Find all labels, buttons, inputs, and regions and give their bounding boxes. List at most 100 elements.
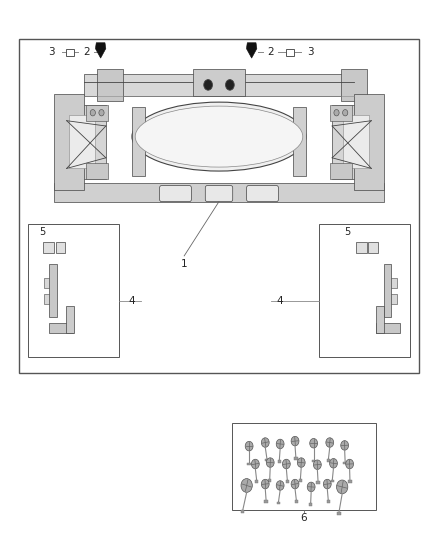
Bar [44,294,49,304]
Bar [319,224,410,357]
Bar [327,459,330,462]
Bar [66,306,74,333]
Bar [66,49,74,56]
Polygon shape [247,43,257,58]
Bar [309,503,312,506]
Circle shape [266,458,274,467]
Bar [384,264,391,317]
Bar [391,278,396,288]
Circle shape [343,110,348,116]
Bar [343,115,369,168]
Bar [312,459,315,462]
Circle shape [251,459,259,469]
Bar [295,500,298,503]
Bar [376,306,384,333]
Circle shape [245,441,253,451]
FancyBboxPatch shape [247,185,279,201]
Bar [97,69,123,101]
Bar [354,94,385,190]
Bar [53,183,385,201]
Polygon shape [95,43,106,58]
Bar [49,323,73,333]
Bar [53,94,84,190]
FancyBboxPatch shape [205,185,233,201]
Text: 2: 2 [83,47,89,56]
Circle shape [204,79,212,90]
Bar [331,480,334,482]
Bar [69,115,95,168]
Circle shape [307,482,315,491]
FancyBboxPatch shape [159,185,191,201]
Text: 2: 2 [267,47,274,56]
Text: 3: 3 [48,47,55,56]
Bar [241,510,244,513]
Bar [327,500,330,503]
Bar [255,480,258,483]
Bar [49,264,57,317]
Text: 5: 5 [344,227,350,237]
Circle shape [283,459,290,469]
Circle shape [261,479,269,489]
Circle shape [310,439,318,448]
Bar [376,323,399,333]
Bar [86,163,108,179]
Circle shape [276,481,284,490]
Bar [316,481,320,484]
Bar [247,463,251,465]
Circle shape [261,438,269,447]
Circle shape [346,459,353,469]
Bar [330,163,352,179]
Bar [330,105,352,120]
Bar [265,500,268,503]
Bar [44,278,49,288]
Circle shape [291,437,299,446]
Bar [348,480,352,483]
Bar [132,108,145,176]
Circle shape [241,479,252,492]
Bar [62,105,106,179]
Circle shape [226,79,234,90]
Bar [43,241,53,253]
Circle shape [336,480,348,494]
Circle shape [90,110,95,116]
Circle shape [329,458,337,468]
Ellipse shape [135,106,303,167]
Bar [56,241,65,253]
Circle shape [291,479,299,489]
Bar [294,457,297,460]
Bar [299,479,302,482]
Bar [265,459,268,462]
Bar [368,241,378,253]
Bar [391,294,396,304]
Bar [268,479,272,482]
Bar [293,108,306,176]
Bar [19,38,419,373]
Text: 4: 4 [129,296,135,306]
Bar [337,512,341,514]
Text: 6: 6 [300,513,307,523]
Bar [86,105,108,120]
Text: 1: 1 [181,259,187,269]
Bar [84,74,354,95]
Text: 5: 5 [39,227,46,237]
Bar [286,49,294,56]
Bar [278,461,281,463]
Bar [341,69,367,101]
Bar [343,462,347,464]
Circle shape [326,438,334,447]
Text: 3: 3 [307,47,314,56]
Ellipse shape [132,102,306,171]
Circle shape [276,439,284,449]
Bar [356,241,367,253]
Circle shape [314,460,321,470]
Circle shape [323,479,331,489]
Circle shape [341,441,349,450]
Circle shape [334,110,339,116]
Circle shape [99,110,104,116]
Circle shape [297,458,305,467]
Bar [277,502,280,504]
Text: 4: 4 [277,296,283,306]
Bar [232,423,376,511]
Bar [332,105,376,179]
Bar [286,480,289,483]
